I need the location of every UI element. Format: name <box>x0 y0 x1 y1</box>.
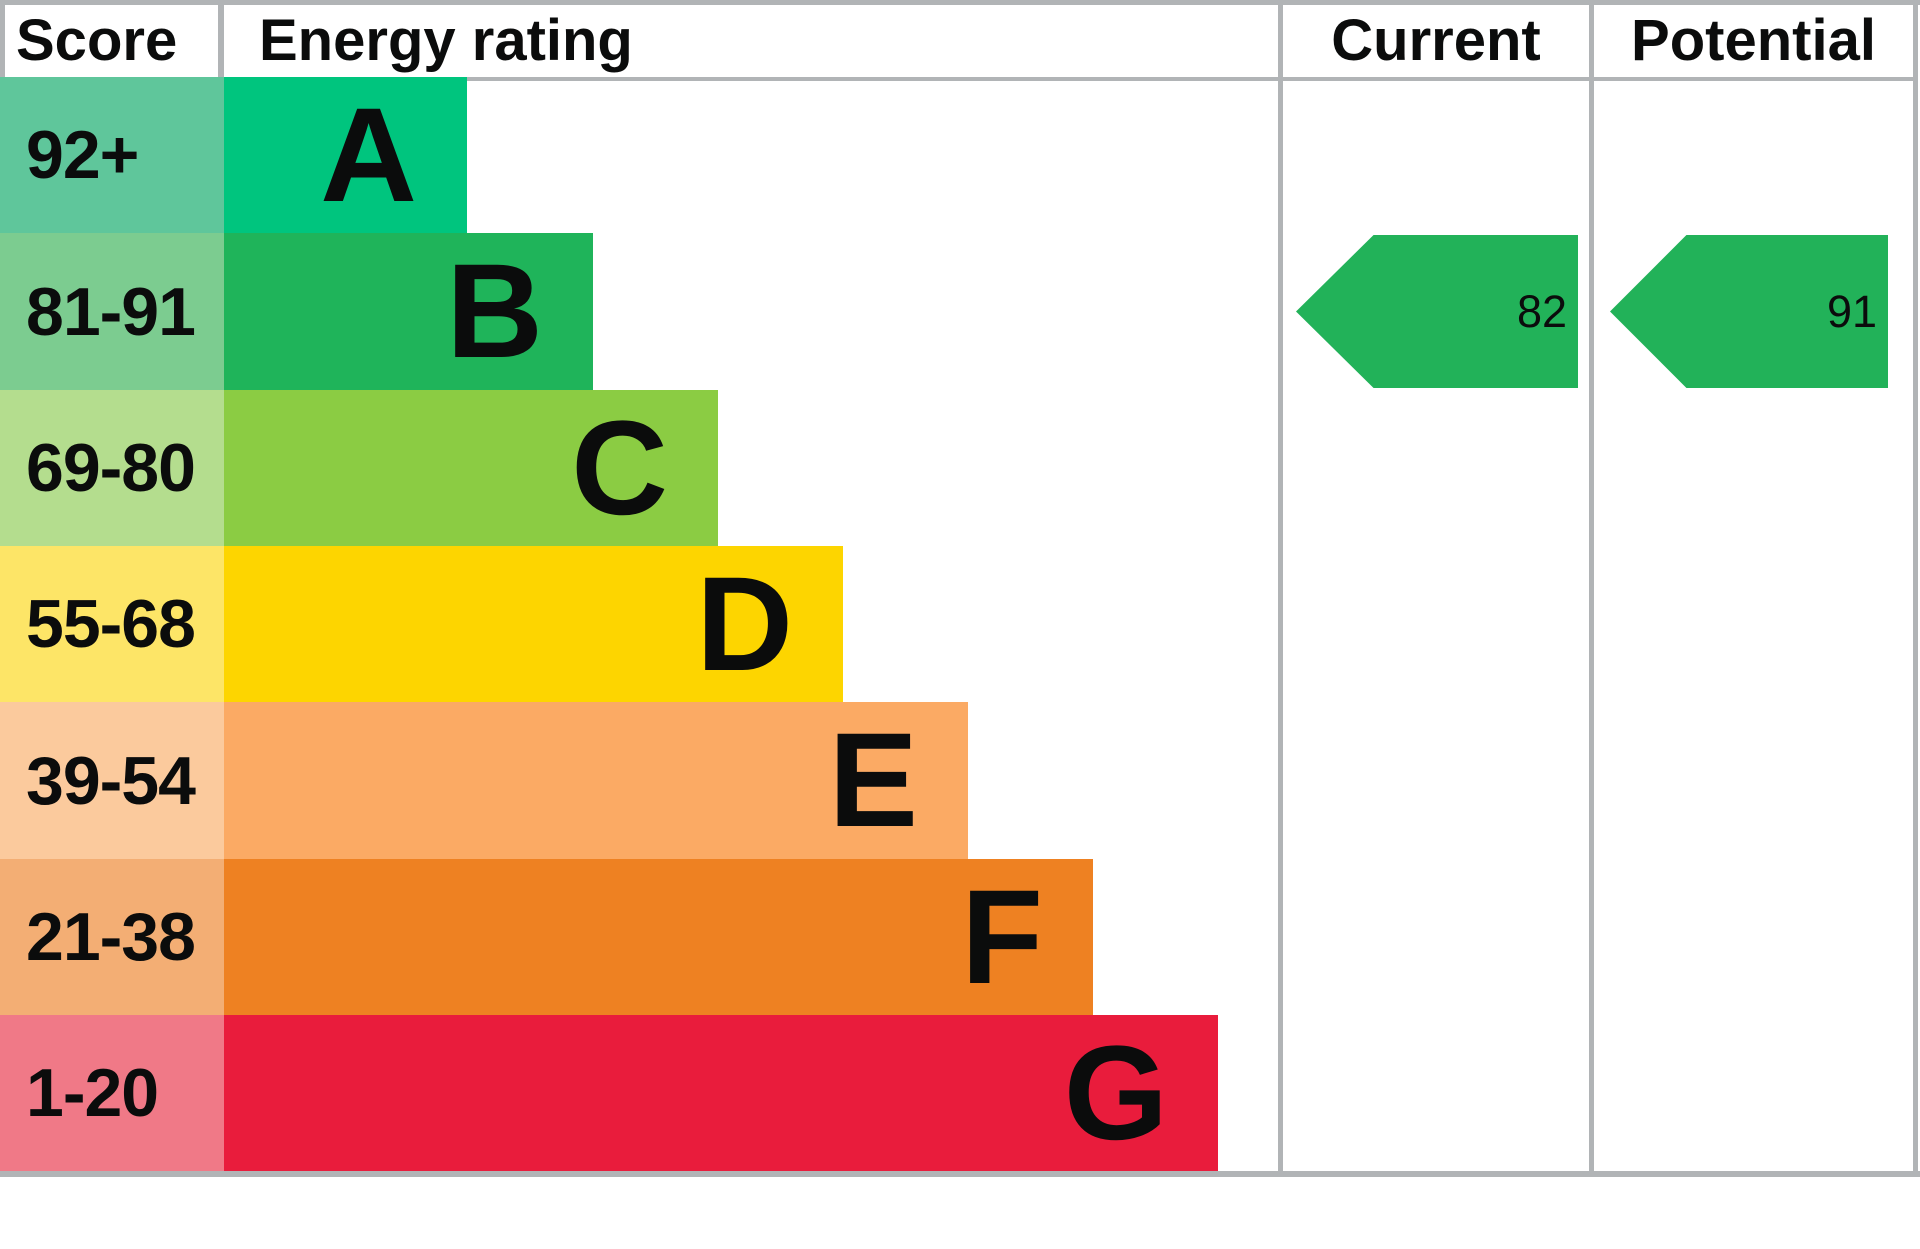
score-range-e: 39-54 <box>0 702 224 859</box>
potential-column-divider <box>1589 0 1594 1171</box>
table-border-bottom <box>0 1171 1920 1177</box>
current-column-divider <box>1278 0 1283 1171</box>
band-bar-g: G <box>224 1015 1218 1171</box>
band-bar-e: E <box>224 702 968 859</box>
score-range-f: 21-38 <box>0 859 224 1015</box>
band-row-d: 55-68 D <box>0 546 1281 702</box>
header-potential: Potential <box>1631 7 1876 73</box>
table-border-right <box>1913 0 1918 1171</box>
band-row-b: 81-91 B <box>0 233 1281 390</box>
header-score: Score <box>16 7 178 73</box>
score-range-b: 81-91 <box>0 233 224 390</box>
band-bar-a: A <box>224 77 467 233</box>
current-rating-arrow: 82 <box>1296 235 1578 388</box>
table-border-top <box>0 0 1920 5</box>
band-bar-d: D <box>224 546 843 702</box>
band-row-e: 39-54 E <box>0 702 1281 859</box>
header-energy-rating: Energy rating <box>259 7 633 73</box>
potential-rating-arrow: 91 <box>1610 235 1888 388</box>
band-bar-b: B <box>224 233 593 390</box>
header-current: Current <box>1331 7 1541 73</box>
header-border-bottom <box>0 77 1917 81</box>
score-range-g: 1-20 <box>0 1015 224 1171</box>
band-bar-f: F <box>224 859 1093 1015</box>
score-column-divider <box>218 0 224 77</box>
score-range-a: 92+ <box>0 77 224 233</box>
band-bar-c: C <box>224 390 718 546</box>
band-row-a: 92+ A <box>0 77 1281 233</box>
header-border-left <box>0 0 5 77</box>
score-range-d: 55-68 <box>0 546 224 702</box>
band-row-c: 69-80 C <box>0 390 1281 546</box>
score-range-c: 69-80 <box>0 390 224 546</box>
band-row-g: 1-20 G <box>0 1015 1281 1171</box>
band-row-f: 21-38 F <box>0 859 1281 1015</box>
